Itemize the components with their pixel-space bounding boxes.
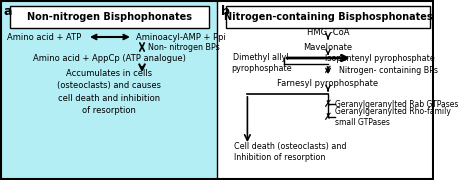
- Text: Aminoacyl-AMP + Ppi: Aminoacyl-AMP + Ppi: [136, 33, 226, 42]
- Text: ✗: ✗: [324, 65, 332, 75]
- Text: Geranylgeranylted Rho-family
small GTPases: Geranylgeranylted Rho-family small GTPas…: [336, 107, 451, 127]
- Text: HMG -CoA: HMG -CoA: [307, 28, 349, 37]
- Text: Accumulates in cells
(osteoclasts) and causes
cell death and inhibition
of resor: Accumulates in cells (osteoclasts) and c…: [57, 69, 161, 115]
- Text: Isopentenyl pyrophosphate: Isopentenyl pyrophosphate: [325, 53, 435, 62]
- Text: Cell death (osteoclasts) and
Inhibition of resorption: Cell death (osteoclasts) and Inhibition …: [234, 142, 346, 162]
- Text: Non- nitrogen BPs: Non- nitrogen BPs: [148, 42, 220, 51]
- Text: ✗: ✗: [324, 99, 332, 109]
- Bar: [0, 0, 217, 180]
- FancyBboxPatch shape: [226, 6, 430, 28]
- Text: Nitrogen-containing Bisphosphonates: Nitrogen-containing Bisphosphonates: [224, 12, 432, 22]
- Text: Mavelonate: Mavelonate: [303, 42, 353, 51]
- Bar: [217, 0, 434, 180]
- Text: Farnesyl pyrophosphate: Farnesyl pyrophosphate: [277, 78, 379, 87]
- Text: Amino acid + ATP: Amino acid + ATP: [7, 33, 82, 42]
- Text: Non-nitrogen Bisphophonates: Non-nitrogen Bisphophonates: [27, 12, 191, 22]
- Text: Nitrogen- containing BPs: Nitrogen- containing BPs: [339, 66, 438, 75]
- Text: a: a: [4, 5, 12, 18]
- Text: ✗: ✗: [324, 112, 332, 122]
- Text: Dimethyl allyl
pyrophosphate: Dimethyl allyl pyrophosphate: [231, 53, 292, 73]
- Text: Amino acid + AppCp (ATP analogue): Amino acid + AppCp (ATP analogue): [33, 53, 185, 62]
- Text: Geranylgeranylted Rab GTPases: Geranylgeranylted Rab GTPases: [336, 100, 459, 109]
- FancyBboxPatch shape: [10, 6, 209, 28]
- Text: b: b: [221, 5, 230, 18]
